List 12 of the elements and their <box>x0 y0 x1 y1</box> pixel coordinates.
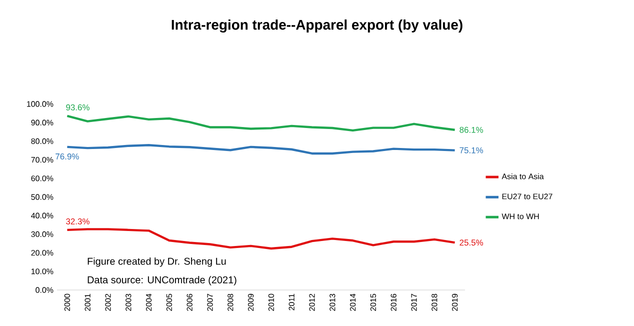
annotation: Data source: UNComtrade (2021) <box>88 276 236 286</box>
line-series <box>66 114 456 132</box>
chart-title: Intra-region trade--Apparel export (by value) <box>172 19 462 33</box>
data-label: 86.1% <box>460 126 484 133</box>
data-label: 75.1% <box>460 147 484 154</box>
data-label: 93.6% <box>66 104 90 110</box>
data-label: 76.9% <box>56 153 79 160</box>
line-series <box>66 228 456 250</box>
data-label: 32.3% <box>66 218 90 224</box>
line-series <box>66 144 456 155</box>
annotation: Figure created by Dr. Sheng Lu <box>88 257 226 267</box>
data-label: 25.5% <box>460 240 484 246</box>
